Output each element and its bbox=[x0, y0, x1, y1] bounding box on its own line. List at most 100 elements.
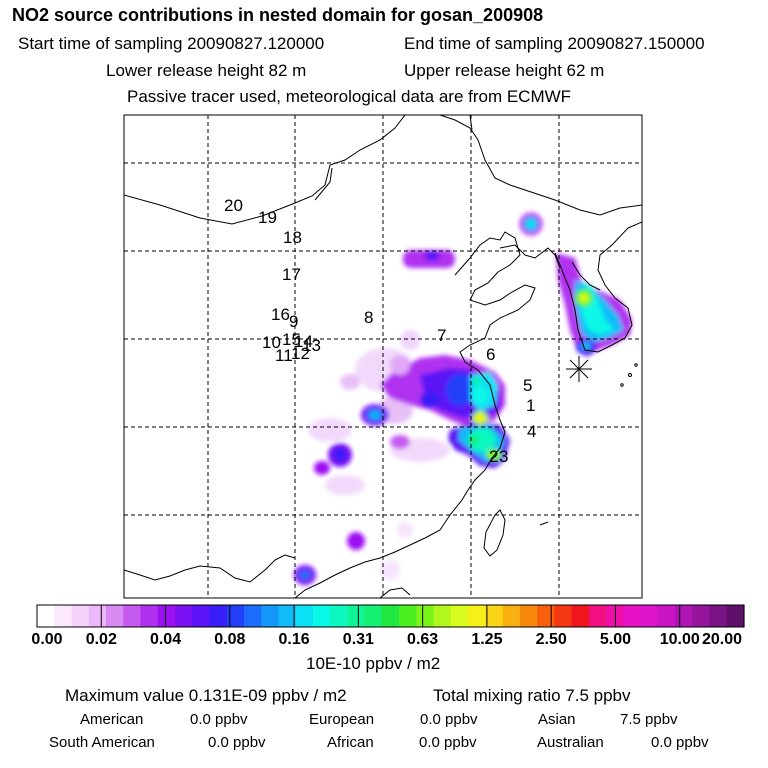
colorbar-cell bbox=[537, 605, 555, 627]
colorbar-cell bbox=[123, 605, 142, 627]
european-label: European bbox=[309, 711, 375, 728]
colorbar-cell bbox=[192, 605, 211, 627]
colorbar-cell bbox=[174, 605, 193, 627]
release-number-16: 16 bbox=[271, 305, 290, 324]
colorbar-unit: 10E-10 ppbv / m2 bbox=[306, 654, 441, 673]
colorbar-tick-label: 10.00 bbox=[659, 631, 700, 648]
receptor-marker-asterisk bbox=[566, 356, 592, 382]
european-value: 0.0 ppbv bbox=[420, 711, 478, 728]
colorbar-cell bbox=[399, 605, 417, 627]
colorbar-tick-label: 5.00 bbox=[599, 631, 632, 648]
colorbar-cell bbox=[640, 605, 659, 627]
max-value: Maximum value 0.131E-09 ppbv / m2 bbox=[65, 686, 347, 705]
upper-release-height: Upper release height 62 m bbox=[404, 61, 605, 80]
colorbar-cell bbox=[140, 605, 159, 627]
colorbar-cell bbox=[261, 605, 280, 627]
colorbar-tick-label: 0.16 bbox=[278, 631, 310, 648]
colorbar-cell bbox=[312, 605, 331, 627]
colorbar-cell bbox=[485, 605, 504, 627]
colorbar-cell bbox=[330, 605, 348, 627]
release-number-10: 10 bbox=[262, 333, 281, 352]
colorbar-cell bbox=[571, 605, 590, 627]
colorbar-cell bbox=[416, 605, 435, 627]
colorbar-cell bbox=[588, 605, 607, 627]
release-number-2: 2 bbox=[489, 447, 498, 466]
release-number-11: 11 bbox=[275, 346, 293, 365]
colorbar-cell bbox=[468, 605, 486, 627]
tracer-note: Passive tracer used, meteorological data… bbox=[127, 87, 572, 106]
release-number-18: 18 bbox=[283, 228, 302, 247]
release-number-15: 15 bbox=[282, 330, 301, 349]
colorbar-cell bbox=[157, 605, 176, 627]
release-number-17: 17 bbox=[282, 265, 301, 284]
colorbar-tick-label: 0.04 bbox=[149, 631, 182, 648]
release-number-3: 3 bbox=[499, 447, 508, 466]
south-american-value: 0.0 ppbv bbox=[208, 734, 266, 751]
colorbar-cell bbox=[623, 605, 642, 627]
colorbar-cell bbox=[519, 605, 538, 627]
colorbar-cell bbox=[675, 605, 693, 627]
african-label: African bbox=[327, 734, 374, 751]
colorbar-cell bbox=[295, 605, 314, 627]
colorbar-tick-label: 20.00 bbox=[701, 631, 743, 648]
release-number-6: 6 bbox=[486, 345, 495, 364]
colorbar-tick-label: 0.63 bbox=[407, 631, 439, 648]
colorbar-tick-label: 0.31 bbox=[342, 631, 374, 648]
african-value: 0.0 ppbv bbox=[419, 734, 477, 751]
colorbar-tick-label: 0.08 bbox=[214, 631, 246, 648]
lower-release-height: Lower release height 82 m bbox=[106, 61, 307, 80]
colorbar-cell bbox=[88, 605, 107, 627]
release-number-5: 5 bbox=[523, 376, 532, 395]
asian-label: Asian bbox=[538, 711, 576, 728]
colorbar bbox=[36, 604, 745, 628]
release-number-12: 12 bbox=[291, 344, 310, 363]
map-grid bbox=[124, 115, 642, 598]
colorbar-tick-label: 0.02 bbox=[85, 631, 117, 648]
colorbar-tick-label: 0.00 bbox=[31, 631, 63, 648]
colorbar-cell bbox=[71, 605, 90, 627]
release-number-9: 9 bbox=[289, 312, 298, 331]
australian-value: 0.0 ppbv bbox=[651, 734, 709, 751]
start-time: Start time of sampling 20090827.120000 bbox=[18, 34, 325, 53]
colorbar-cell bbox=[709, 605, 728, 627]
colorbar-cell bbox=[433, 605, 452, 627]
colorbar-tick-label: 1.25 bbox=[471, 631, 503, 648]
colorbar-cell bbox=[226, 605, 245, 627]
colorbar-cell bbox=[381, 605, 400, 627]
colorbar-frame bbox=[36, 604, 745, 628]
colorbar-cell bbox=[37, 605, 55, 627]
release-number-8: 8 bbox=[364, 308, 373, 327]
colorbar-cell bbox=[692, 605, 711, 627]
australian-label: Australian bbox=[537, 734, 604, 751]
contribution-field bbox=[294, 212, 632, 585]
american-label: American bbox=[80, 711, 144, 728]
colorbar-cell bbox=[726, 605, 745, 627]
colorbar-cell bbox=[105, 605, 124, 627]
colorbar-cell bbox=[54, 605, 73, 627]
south-american-label: South American bbox=[49, 734, 155, 751]
colorbar-cell bbox=[657, 605, 676, 627]
release-number-7: 7 bbox=[437, 326, 446, 345]
colorbar-cell bbox=[450, 605, 469, 627]
release-number-1: 1 bbox=[526, 396, 535, 415]
colorbar-cell bbox=[209, 605, 228, 627]
colorbar-cell bbox=[278, 605, 297, 627]
release-number-20: 20 bbox=[224, 196, 243, 215]
release-number-14: 14 bbox=[294, 332, 313, 351]
release-number-4: 4 bbox=[527, 422, 536, 441]
colorbar-cell bbox=[502, 605, 521, 627]
chart-title: NO2 source contributions in nested domai… bbox=[12, 5, 544, 25]
release-number-13: 13 bbox=[302, 336, 321, 355]
asian-value: 7.5 ppbv bbox=[620, 711, 678, 728]
colorbar-tick-label: 2.50 bbox=[535, 631, 567, 648]
american-value: 0.0 ppbv bbox=[190, 711, 248, 728]
end-time: End time of sampling 20090827.150000 bbox=[404, 34, 705, 53]
map-frame bbox=[123, 114, 643, 599]
release-number-19: 19 bbox=[258, 208, 277, 227]
colorbar-cell bbox=[364, 605, 383, 627]
colorbar-cell bbox=[347, 605, 366, 627]
total-mixing-ratio: Total mixing ratio 7.5 ppbv bbox=[433, 686, 631, 705]
